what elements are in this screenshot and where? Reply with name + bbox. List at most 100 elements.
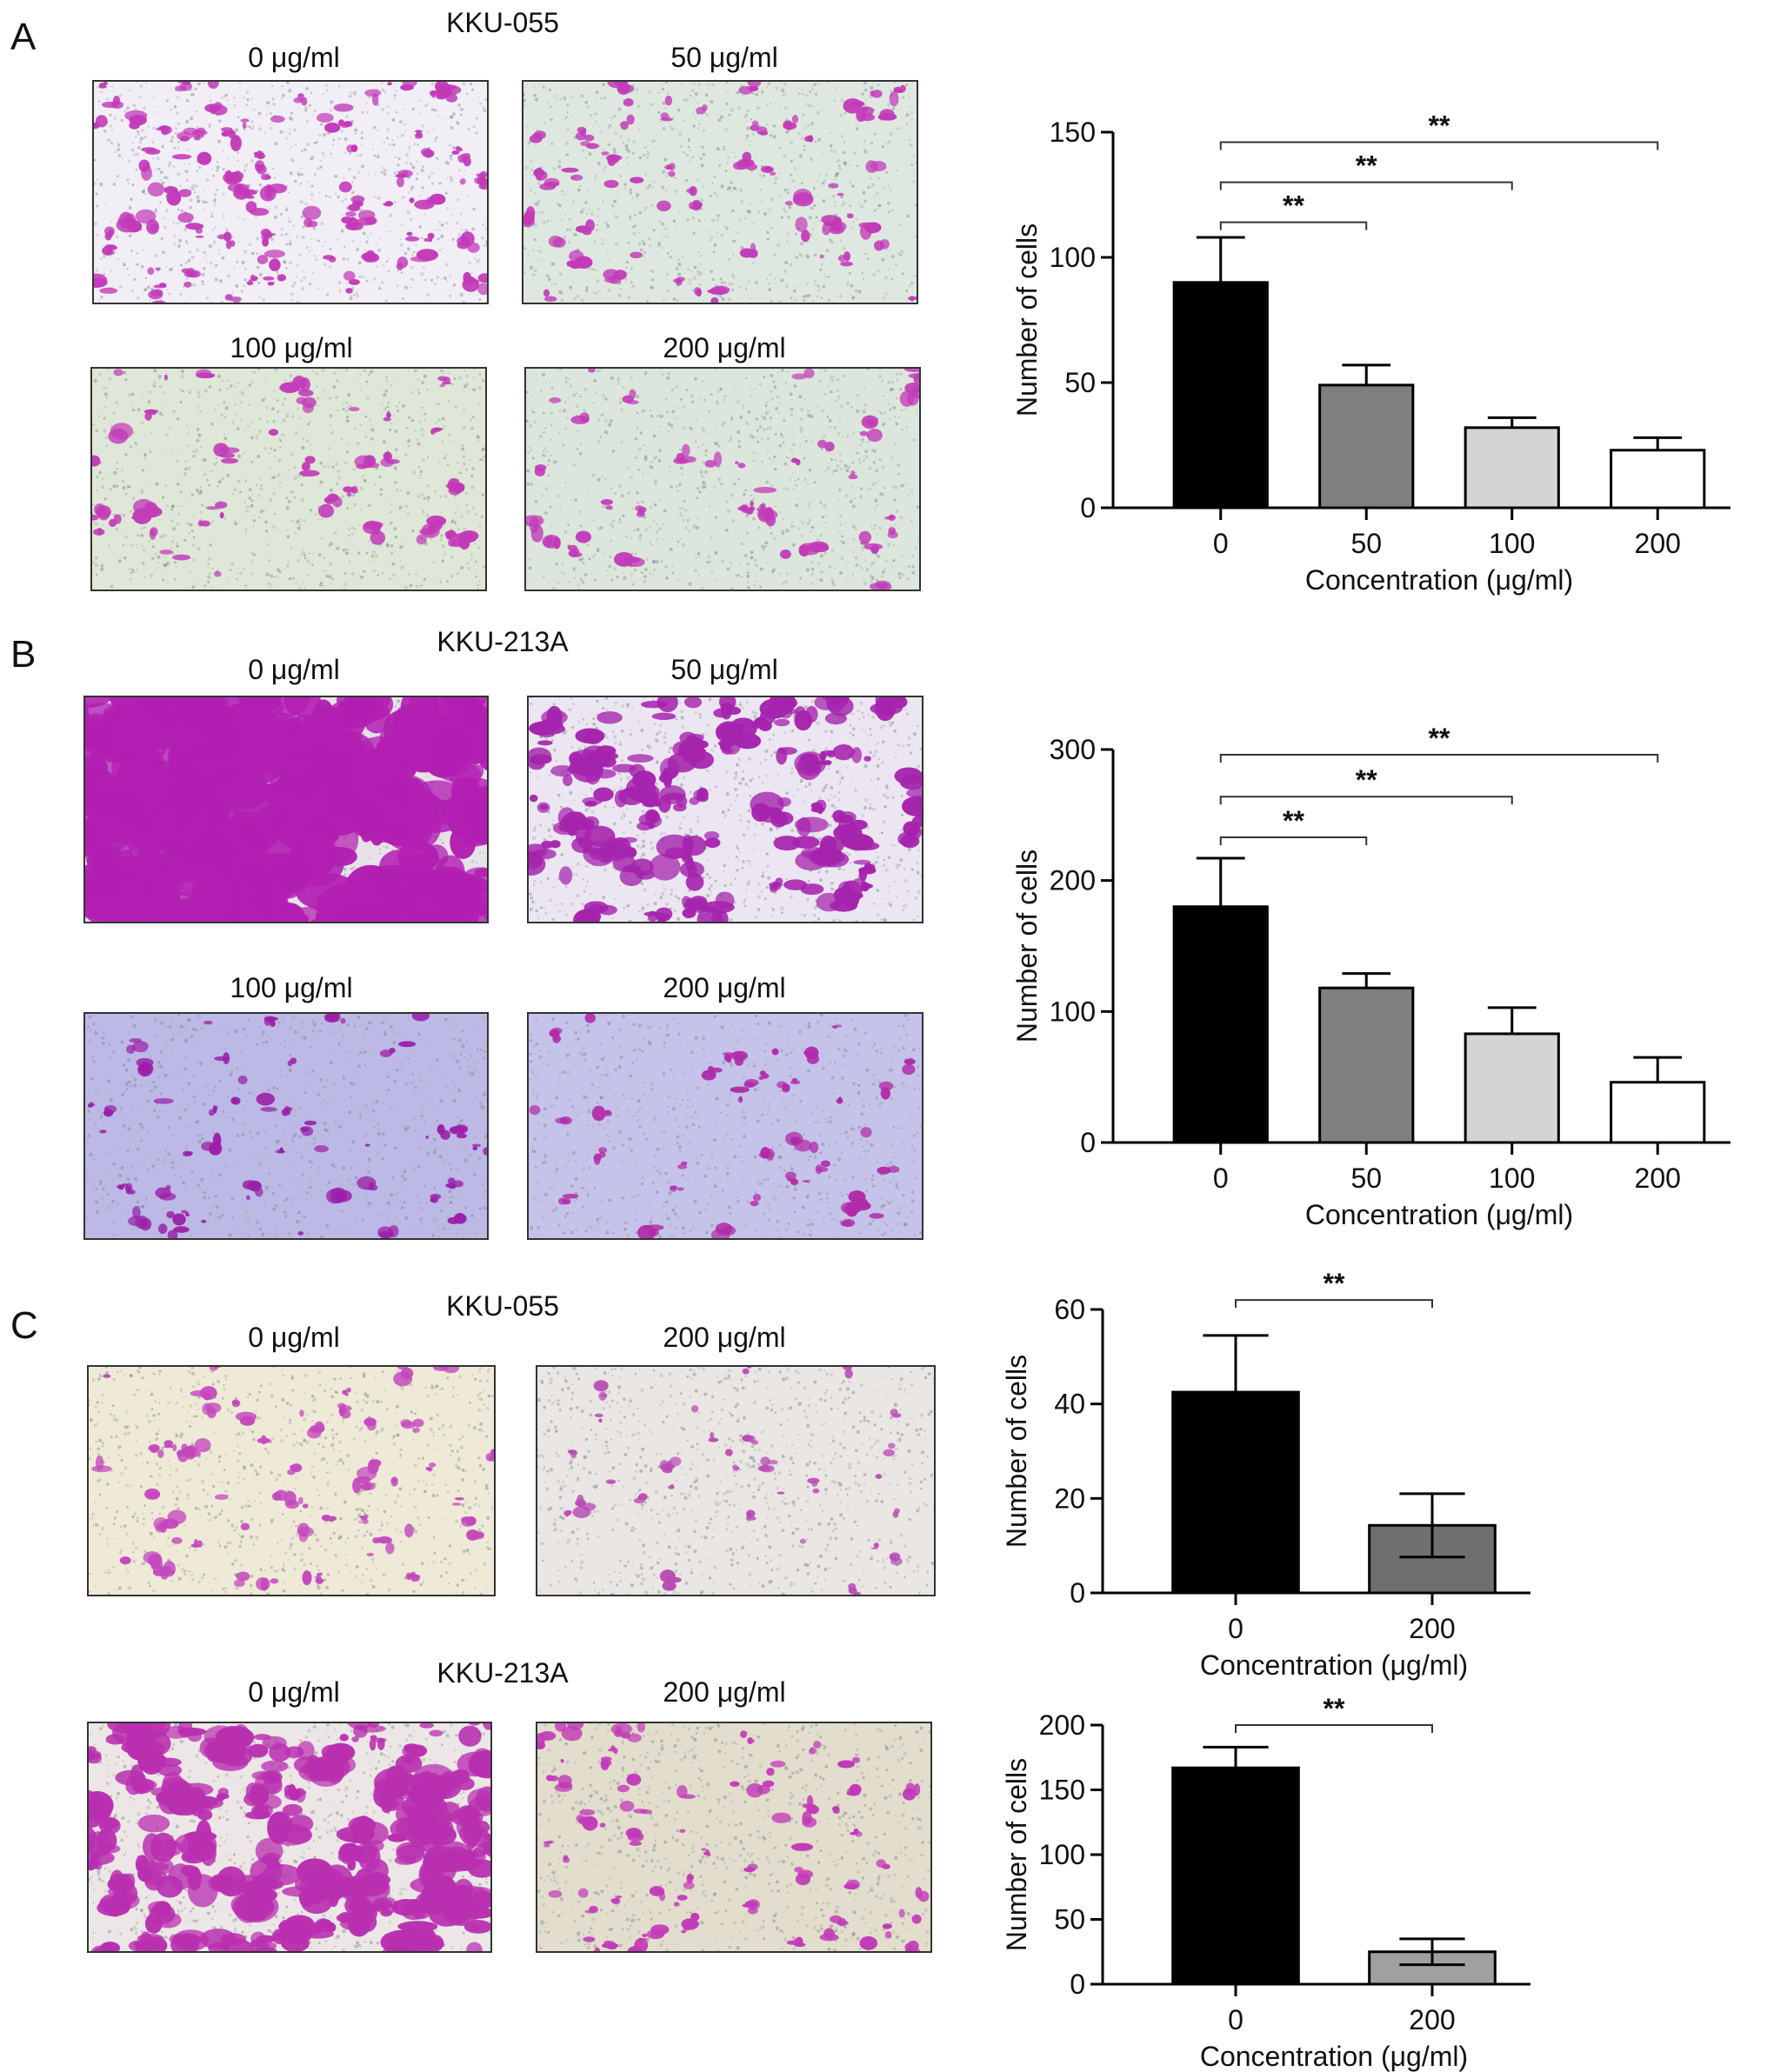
cell-line-title-c-top: KKU-055 — [446, 1290, 559, 1322]
significance-label: ** — [1324, 1268, 1345, 1299]
image-label: 0 μg/ml — [248, 1322, 340, 1353]
x-tick-label: 50 — [1350, 528, 1382, 559]
y-axis-label: Number of cells — [1001, 1758, 1032, 1951]
x-tick-label: 200 — [1635, 1163, 1681, 1194]
x-tick-label: 0 — [1213, 1163, 1229, 1194]
error-bar — [1399, 1937, 1465, 1967]
significance-bracket — [1219, 796, 1513, 805]
y-axis-label: Number of cells — [1011, 223, 1043, 416]
bar-chart-c-kku055: 0 20 40 60 0 200 Concentration (μg/ml) Number o… — [1001, 1268, 1548, 1681]
image-label: 100 μg/ml — [230, 332, 353, 363]
micrograph — [536, 1365, 936, 1596]
x-tick-label: 0 — [1228, 2004, 1244, 2035]
bar — [1464, 1032, 1560, 1144]
y-axis-label: Number of cells — [1001, 1355, 1032, 1548]
x-tick-label: 100 — [1489, 1163, 1535, 1194]
error-bar — [1487, 416, 1537, 428]
micrograph — [527, 696, 924, 923]
y-tick-label: 40 — [1054, 1389, 1085, 1420]
significance-label: ** — [1356, 150, 1377, 182]
error-bar — [1196, 236, 1245, 283]
y-tick-label: 150 — [1050, 117, 1096, 148]
x-tick-label: 200 — [1409, 1613, 1455, 1644]
y-tick-label: 0 — [1080, 1127, 1096, 1158]
y-tick-label: 20 — [1054, 1482, 1085, 1514]
bar — [1171, 1390, 1300, 1595]
y-tick-label: 300 — [1050, 734, 1096, 765]
image-label: 100 μg/ml — [230, 972, 353, 1003]
y-axis-label: Number of cells — [1011, 849, 1043, 1043]
significance-bracket — [1235, 1299, 1433, 1309]
image-label: 0 μg/ml — [248, 654, 340, 685]
image-label: 50 μg/ml — [670, 42, 778, 73]
y-tick-label: 0 — [1070, 1969, 1085, 2000]
cell-line-title-b: KKU-213A — [437, 626, 569, 657]
bar — [1318, 383, 1415, 510]
significance-bracket — [1219, 141, 1659, 150]
micrograph — [90, 367, 487, 591]
significance-label: ** — [1283, 190, 1304, 222]
bar-chart-a: 0 50 100 150 0 50 100 200 Concentration (μg/ml) N… — [1011, 110, 1748, 596]
panel-letter-b: B — [10, 633, 37, 676]
error-bar — [1633, 436, 1683, 450]
bar — [1171, 1766, 1300, 1986]
micrograph — [83, 696, 489, 923]
image-label: 0 μg/ml — [248, 42, 340, 73]
significance-label: ** — [1283, 805, 1304, 836]
x-axis-label: Concentration (μg/ml) — [1305, 564, 1573, 596]
image-label: 200 μg/ml — [663, 1322, 786, 1353]
image-label: 200 μg/ml — [663, 332, 786, 363]
y-tick-label: 150 — [1039, 1775, 1085, 1806]
bar — [1172, 905, 1269, 1144]
x-tick-label: 0 — [1213, 528, 1229, 559]
y-tick-label: 200 — [1050, 865, 1096, 896]
bar — [1464, 426, 1560, 510]
x-tick-label: 200 — [1409, 2004, 1455, 2035]
error-bar — [1203, 1334, 1269, 1393]
significance-label: ** — [1356, 764, 1377, 796]
micrograph — [527, 1012, 924, 1240]
significance-label: ** — [1429, 723, 1450, 754]
micrograph — [83, 1012, 489, 1240]
image-label: 200 μg/ml — [663, 1676, 786, 1708]
bar-chart-b: 0 100 200 300 0 50 100 200 Concentration (μg/ml)… — [1011, 723, 1748, 1230]
bar — [1318, 986, 1415, 1144]
y-tick-label: 0 — [1070, 1577, 1085, 1609]
y-tick-label: 100 — [1050, 996, 1096, 1027]
significance-bracket — [1219, 221, 1368, 230]
error-bar — [1633, 1056, 1683, 1083]
y-tick-label: 50 — [1054, 1904, 1085, 1935]
panel-letter-c: C — [10, 1304, 38, 1347]
significance-label: ** — [1429, 110, 1450, 142]
x-tick-label: 0 — [1228, 1613, 1244, 1644]
error-bar — [1399, 1492, 1465, 1559]
micrograph — [87, 1365, 496, 1596]
micrograph — [92, 80, 489, 304]
panel-letter-a: A — [10, 16, 37, 58]
micrograph — [87, 1722, 492, 1953]
x-axis-label: Concentration (μg/ml) — [1305, 1199, 1573, 1230]
y-tick-label: 0 — [1080, 492, 1096, 523]
bar — [1610, 1081, 1706, 1144]
significance-bracket — [1219, 181, 1513, 190]
y-tick-label: 50 — [1064, 367, 1096, 398]
significance-bracket — [1219, 836, 1368, 845]
micrograph — [524, 367, 921, 591]
error-bar — [1342, 363, 1391, 385]
error-bar — [1203, 1745, 1269, 1769]
micrograph — [522, 80, 918, 304]
y-tick-label: 200 — [1039, 1709, 1085, 1741]
image-label: 200 μg/ml — [663, 972, 786, 1003]
x-tick-label: 100 — [1489, 528, 1535, 559]
micrograph — [536, 1722, 932, 1953]
x-tick-label: 200 — [1635, 528, 1681, 559]
error-bar — [1487, 1006, 1537, 1034]
image-label: 50 μg/ml — [670, 654, 778, 685]
x-axis-label: Concentration (μg/ml) — [1200, 2041, 1468, 2072]
x-tick-label: 50 — [1350, 1163, 1382, 1194]
cell-line-title-c-bottom: KKU-213A — [437, 1657, 569, 1689]
x-axis-label: Concentration (μg/ml) — [1200, 1649, 1468, 1681]
y-tick-label: 60 — [1054, 1294, 1085, 1325]
significance-bracket — [1235, 1724, 1433, 1733]
bar-chart-c-kku213a: 0 50 100 150 200 0 200 Concentration (μg/ml) Num… — [1001, 1693, 1548, 2072]
